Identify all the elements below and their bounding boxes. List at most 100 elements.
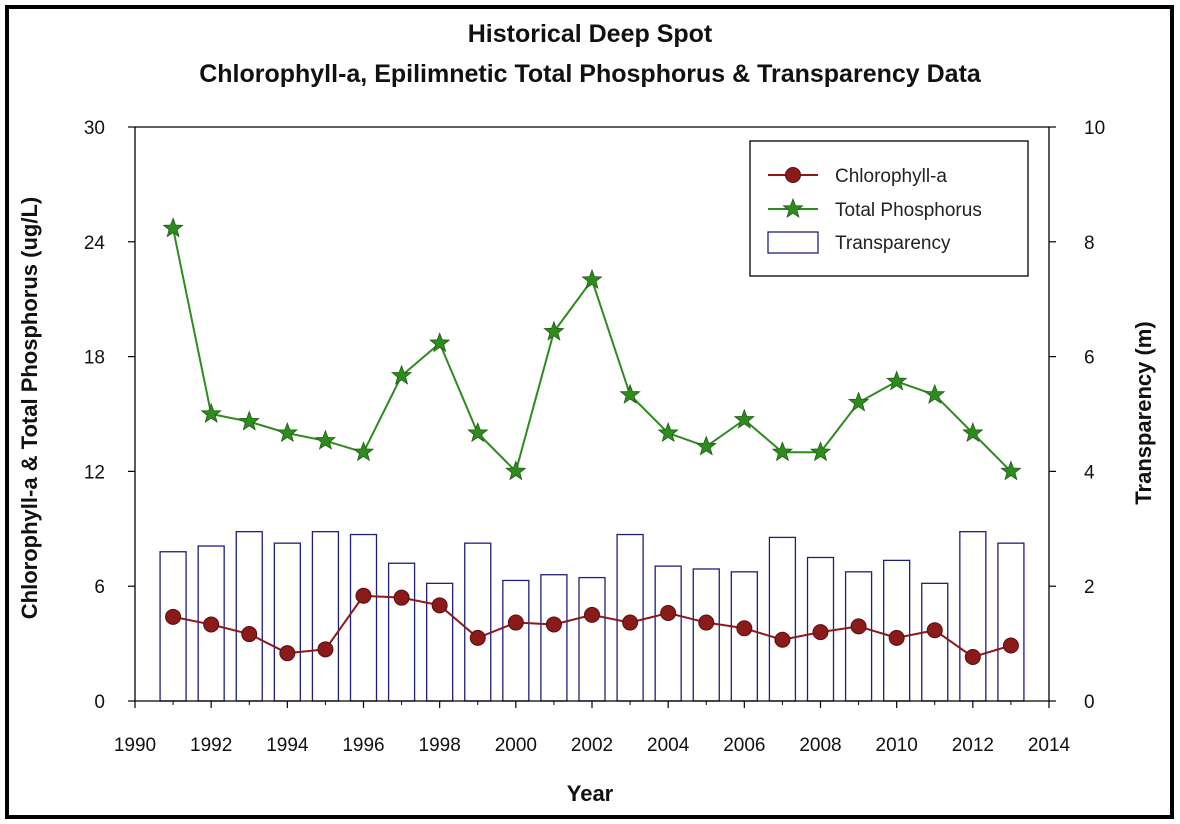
chlorophyll-a-point [850, 618, 867, 635]
x-tick-label: 2014 [1028, 735, 1071, 756]
y-right-tick-label: 4 [1084, 462, 1095, 483]
series-lines [162, 217, 1022, 665]
transparency-bar [235, 531, 263, 702]
y-right-tick-label: 0 [1084, 692, 1095, 713]
total-phosphorus-point [467, 421, 489, 443]
y-left-tick-label: 0 [94, 692, 105, 713]
total-phosphorus-point [886, 370, 908, 391]
chlorophyll-a-point [698, 614, 715, 631]
transparency-bar [540, 574, 568, 702]
transparency-bar [921, 582, 949, 702]
chlorophyll-a-point [279, 645, 296, 662]
transparency-bar [997, 542, 1025, 702]
total-phosphorus-point [695, 435, 717, 456]
total-phosphorus-point [809, 441, 832, 462]
legend-label-total-phosphorus: Total Phosphorus [835, 200, 982, 221]
total-phosphorus-point [543, 320, 565, 341]
total-phosphorus-point [276, 421, 298, 443]
chlorophyll-a-point [736, 620, 753, 637]
y-left-tick-label: 18 [84, 348, 105, 369]
chlorophyll-a-point [241, 626, 258, 643]
transparency-bar [387, 562, 416, 702]
x-tick-label: 1994 [266, 735, 309, 756]
transparency-bar [311, 531, 340, 702]
total-phosphorus-point [238, 410, 260, 431]
transparency-bar [654, 565, 682, 702]
chlorophyll-a-point [660, 604, 677, 621]
total-phosphorus-point [1000, 460, 1022, 481]
chlorophyll-a-point [469, 629, 486, 646]
chlorophyll-a-point [545, 616, 562, 633]
total-phosphorus-point [390, 364, 413, 385]
x-tick-label: 1996 [342, 735, 384, 756]
x-tick-label: 1998 [419, 735, 461, 756]
transparency-bar [578, 576, 606, 702]
y-right-tick-label: 2 [1084, 577, 1095, 598]
x-tick-label: 2006 [723, 735, 765, 756]
total-phosphorus-point [924, 383, 946, 404]
total-phosphorus-point [771, 441, 794, 462]
chlorophyll-a-point [393, 589, 410, 606]
y-right-tick-label: 10 [1084, 118, 1105, 139]
total-phosphorus-point [619, 383, 641, 404]
chart-subtitle: Chlorophyll-a, Epilimnetic Total Phospho… [199, 60, 982, 88]
chlorophyll-a-point [355, 587, 372, 604]
total-phosphorus-point [581, 268, 603, 290]
total-phosphorus-point [733, 408, 755, 429]
y-left-tick-label: 12 [84, 462, 105, 483]
x-axis-title: Year [567, 781, 614, 806]
transparency-bar [692, 568, 720, 702]
transparency-bar [730, 571, 758, 702]
total-phosphorus-point [962, 421, 984, 443]
transparency-bar [273, 542, 301, 702]
chlorophyll-a-point [507, 614, 524, 631]
x-tick-label: 1990 [114, 735, 156, 756]
chlorophyll-a-point [203, 616, 220, 633]
x-tick-label: 2002 [571, 735, 613, 756]
transparency-bar [464, 542, 492, 702]
y-left-tick-label: 6 [94, 577, 105, 598]
y-right-tick-label: 8 [1084, 233, 1095, 254]
x-tick-label: 2012 [952, 735, 994, 756]
total-phosphorus-point [352, 441, 375, 462]
chlorophyll-a-point [431, 597, 448, 614]
transparency-bar [959, 531, 987, 702]
total-phosphorus-point [162, 217, 184, 238]
total-phosphorus-point [505, 460, 527, 481]
chlorophyll-a-point [1002, 637, 1019, 654]
transparency-bar [844, 571, 873, 702]
transparency-bar [502, 579, 530, 702]
chlorophyll-a-point [622, 614, 639, 631]
y-left-tick-label: 24 [84, 233, 106, 254]
total-phosphorus-point [314, 429, 337, 450]
chlorophyll-a-point [317, 641, 334, 658]
total-phosphorus-point [200, 402, 222, 424]
total-phosphorus-point [429, 332, 451, 353]
chlorophyll-a-point [165, 608, 182, 625]
chart-title: Historical Deep Spot [468, 20, 713, 48]
legend-swatch-transparency [767, 231, 819, 254]
chlorophyll-a-point [584, 606, 600, 623]
legend: Chlorophyll-a Total Phosphorus Transparenc… [749, 140, 1029, 277]
transparency-bars [159, 531, 1025, 702]
x-tick-label: 1992 [190, 735, 232, 756]
x-tick-label: 2008 [799, 735, 841, 756]
x-tick-label: 2004 [647, 735, 690, 756]
transparency-bar [349, 533, 378, 702]
legend-marker-chlorophyll-a [785, 167, 801, 183]
y-axis-left-title: Chlorophyll-a & Total Phosphorus (ug/L) [17, 197, 42, 619]
legend-marker-total-phosphorus [782, 197, 804, 219]
transparency-bar [768, 536, 797, 702]
x-tick-label: 2010 [876, 735, 918, 756]
legend-label-chlorophyll-a: Chlorophyll-a [835, 166, 947, 187]
transparency-bar [159, 551, 187, 702]
y-right-tick-label: 6 [1084, 348, 1095, 369]
total-phosphorus-point [657, 421, 679, 443]
chlorophyll-a-point [888, 629, 905, 646]
chlorophyll-a-point [774, 631, 791, 648]
legend-label-transparency: Transparency [835, 233, 951, 254]
y-left-tick-label: 30 [84, 118, 105, 139]
chlorophyll-a-point [812, 624, 829, 641]
chlorophyll-a-point [926, 622, 943, 639]
total-phosphorus-point [847, 391, 870, 412]
